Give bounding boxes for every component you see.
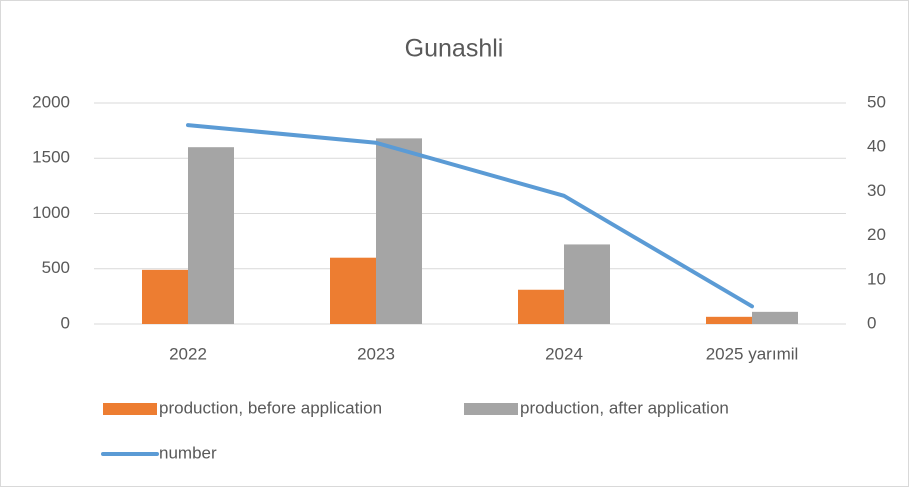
line [186, 123, 754, 309]
legend-label: number [159, 443, 217, 462]
y2-tick-label: 30 [867, 181, 886, 200]
y2-tick-label: 0 [867, 313, 876, 332]
x-tick-label: 2025 yarımil [706, 344, 799, 363]
x-tick-label: 2023 [357, 344, 395, 363]
bar [706, 316, 752, 324]
y2-tick-label: 20 [867, 225, 886, 244]
y-tick-label: 0 [61, 313, 70, 332]
bar [188, 147, 234, 324]
bar [564, 244, 610, 324]
y2-tick-label: 50 [867, 92, 886, 111]
y2-tick-label: 40 [867, 137, 886, 156]
legend-swatch [464, 403, 518, 415]
bar [752, 311, 798, 324]
bar [376, 138, 422, 324]
y2-tick-label: 10 [867, 269, 886, 288]
y-tick-label: 2000 [32, 92, 70, 111]
y-tick-label: 1000 [32, 203, 70, 222]
y-tick-label: 1500 [32, 148, 70, 167]
x-tick-label: 2024 [545, 344, 583, 363]
y-tick-label: 500 [42, 258, 70, 277]
bar [330, 257, 376, 324]
legend-label: production, after application [520, 398, 729, 417]
x-tick-label: 2022 [169, 344, 207, 363]
chart-title: Gunashli [405, 35, 504, 63]
legend-label: production, before application [159, 398, 382, 417]
legend-swatch [103, 403, 157, 415]
bar [518, 289, 564, 324]
bar [142, 269, 188, 324]
